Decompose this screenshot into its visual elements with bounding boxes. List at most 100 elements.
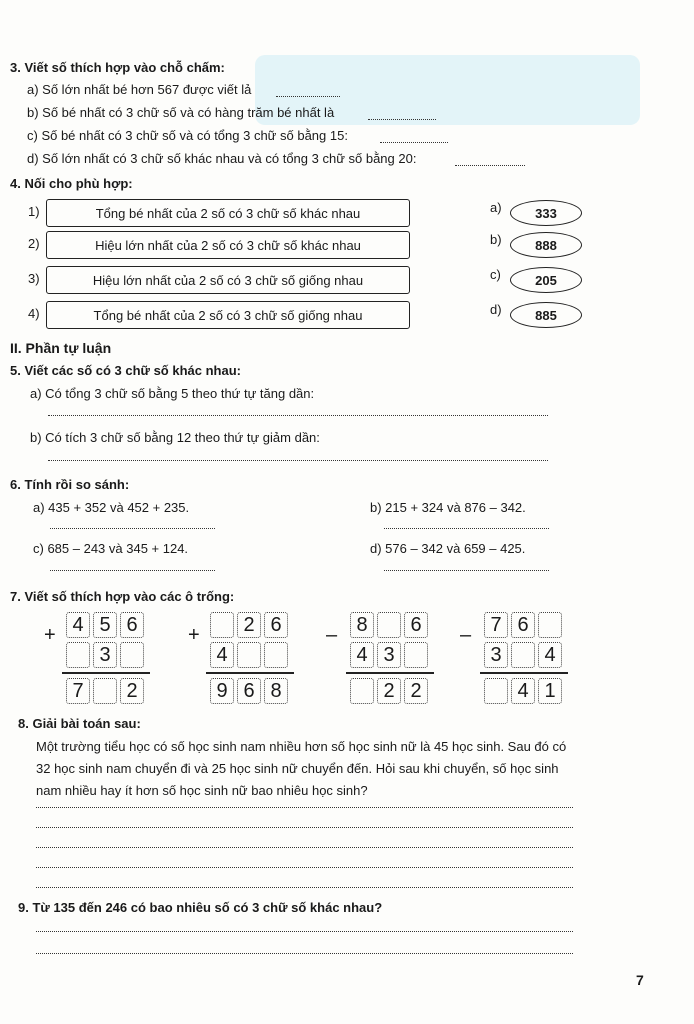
- digit-box[interactable]: 4: [538, 642, 562, 668]
- match-right-letter: c): [490, 267, 501, 282]
- digit-box[interactable]: [484, 678, 508, 704]
- digit-box[interactable]: 7: [484, 612, 508, 638]
- digit-box[interactable]: [93, 678, 117, 704]
- answer-blank[interactable]: [276, 95, 340, 97]
- digit-box[interactable]: 3: [93, 642, 117, 668]
- digit-box[interactable]: [264, 642, 288, 668]
- digit-box[interactable]: 2: [120, 678, 144, 704]
- part2-heading: II. Phần tự luận: [10, 340, 112, 356]
- digit-box[interactable]: [404, 642, 428, 668]
- digit-box[interactable]: 6: [511, 612, 535, 638]
- match-left-number: 1): [28, 204, 40, 219]
- q3-item-b: b) Số bé nhất có 3 chữ số và có hàng tră…: [27, 105, 335, 120]
- answer-line[interactable]: [48, 459, 548, 461]
- answer-line[interactable]: [50, 527, 215, 529]
- match-left-text: Hiệu lớn nhất của 2 số có 3 chữ số giống…: [92, 272, 364, 288]
- match-left-text: Tổng bé nhất của 2 số có 3 chữ số giống …: [93, 307, 363, 323]
- answer-line[interactable]: [36, 930, 573, 932]
- q3-item-a: a) Số lớn nhất bé hơn 567 được viết lả: [27, 82, 252, 97]
- digit-box[interactable]: 6: [404, 612, 428, 638]
- operator-sign: –: [326, 624, 338, 646]
- answer-line[interactable]: [36, 952, 573, 954]
- digit-box[interactable]: 5: [93, 612, 117, 638]
- match-left-box[interactable]: Tổng bé nhất của 2 số có 3 chữ số khác n…: [46, 199, 410, 227]
- sum-line: [480, 672, 568, 674]
- digit-box[interactable]: 9: [210, 678, 234, 704]
- digit-box[interactable]: 8: [350, 612, 374, 638]
- digit-box[interactable]: 2: [377, 678, 401, 704]
- digit-box[interactable]: [120, 642, 144, 668]
- answer-line[interactable]: [36, 866, 573, 868]
- q6-a: a) 435 + 352 và 452 + 235.: [33, 500, 190, 515]
- answer-line[interactable]: [36, 826, 573, 828]
- digit-box[interactable]: 3: [377, 642, 401, 668]
- digit-box[interactable]: 2: [404, 678, 428, 704]
- match-right-letter: b): [490, 232, 502, 247]
- answer-line[interactable]: [36, 806, 573, 808]
- answer-line[interactable]: [48, 414, 548, 416]
- digit-box[interactable]: 7: [66, 678, 90, 704]
- answer-line[interactable]: [384, 527, 549, 529]
- q5-b: b) Có tích 3 chữ số bằng 12 theo thứ tự …: [30, 430, 320, 445]
- q4-title: 4. Nối cho phù hợp:: [10, 176, 133, 191]
- digit-box[interactable]: 6: [264, 612, 288, 638]
- q6-c: c) 685 – 243 và 345 + 124.: [33, 541, 189, 556]
- digit-box[interactable]: [377, 612, 401, 638]
- digit-box[interactable]: 4: [511, 678, 535, 704]
- digit-box[interactable]: 1: [538, 678, 562, 704]
- match-right-letter: d): [490, 302, 502, 317]
- answer-blank[interactable]: [455, 164, 525, 166]
- q3-item-c: c) Số bé nhất có 3 chữ số và có tổng 3 c…: [27, 128, 348, 143]
- sum-line: [62, 672, 150, 674]
- answer-line[interactable]: [36, 886, 573, 888]
- match-right-oval[interactable]: 885: [510, 302, 582, 328]
- match-left-text: Hiệu lớn nhất của 2 số có 3 chữ số khác …: [95, 237, 361, 253]
- digit-box[interactable]: 4: [66, 612, 90, 638]
- page-number: 7: [636, 972, 644, 988]
- digit-box[interactable]: 4: [210, 642, 234, 668]
- digit-box[interactable]: 6: [120, 612, 144, 638]
- match-left-box[interactable]: Hiệu lớn nhất của 2 số có 3 chữ số giống…: [46, 266, 410, 294]
- digit-box[interactable]: [350, 678, 374, 704]
- q7-title: 7. Viết số thích hợp vào các ô trống:: [10, 589, 235, 604]
- digit-box[interactable]: 3: [484, 642, 508, 668]
- digit-box[interactable]: 4: [350, 642, 374, 668]
- digit-box[interactable]: 2: [237, 612, 261, 638]
- digit-box[interactable]: 8: [264, 678, 288, 704]
- q8-line: 32 học sinh nam chuyển đi và 25 học sinh…: [36, 761, 559, 776]
- match-right-oval[interactable]: 888: [510, 232, 582, 258]
- digit-box[interactable]: [511, 642, 535, 668]
- operator-sign: +: [44, 624, 56, 646]
- digit-box[interactable]: [538, 612, 562, 638]
- match-left-box[interactable]: Tổng bé nhất của 2 số có 3 chữ số giống …: [46, 301, 410, 329]
- match-left-number: 2): [28, 236, 40, 251]
- digit-box[interactable]: [66, 642, 90, 668]
- q8-line: Một trường tiểu học có số học sinh nam n…: [36, 739, 567, 754]
- q6-b: b) 215 + 324 và 876 – 342.: [370, 500, 526, 515]
- q5-a: a) Có tổng 3 chữ số bằng 5 theo thứ tự t…: [30, 386, 315, 401]
- answer-line[interactable]: [50, 569, 215, 571]
- match-left-box[interactable]: Hiệu lớn nhất của 2 số có 3 chữ số khác …: [46, 231, 410, 259]
- match-right-value: 885: [535, 307, 557, 323]
- match-right-value: 888: [535, 237, 557, 253]
- match-right-value: 205: [535, 272, 557, 288]
- digit-box[interactable]: [237, 642, 261, 668]
- digit-box[interactable]: [210, 612, 234, 638]
- match-right-oval[interactable]: 333: [510, 200, 582, 226]
- match-right-oval[interactable]: 205: [510, 267, 582, 293]
- answer-blank[interactable]: [380, 141, 448, 143]
- digit-box[interactable]: 6: [237, 678, 261, 704]
- operator-sign: +: [188, 624, 200, 646]
- q8-title: 8. Giải bài toán sau:: [18, 716, 141, 731]
- answer-line[interactable]: [384, 569, 549, 571]
- answer-line[interactable]: [36, 846, 573, 848]
- sum-line: [346, 672, 434, 674]
- bleed-through-shade: [255, 55, 640, 125]
- answer-blank[interactable]: [368, 118, 436, 120]
- match-left-number: 3): [28, 271, 40, 286]
- q9-title: 9. Từ 135 đến 246 có bao nhiêu số có 3 c…: [18, 900, 383, 915]
